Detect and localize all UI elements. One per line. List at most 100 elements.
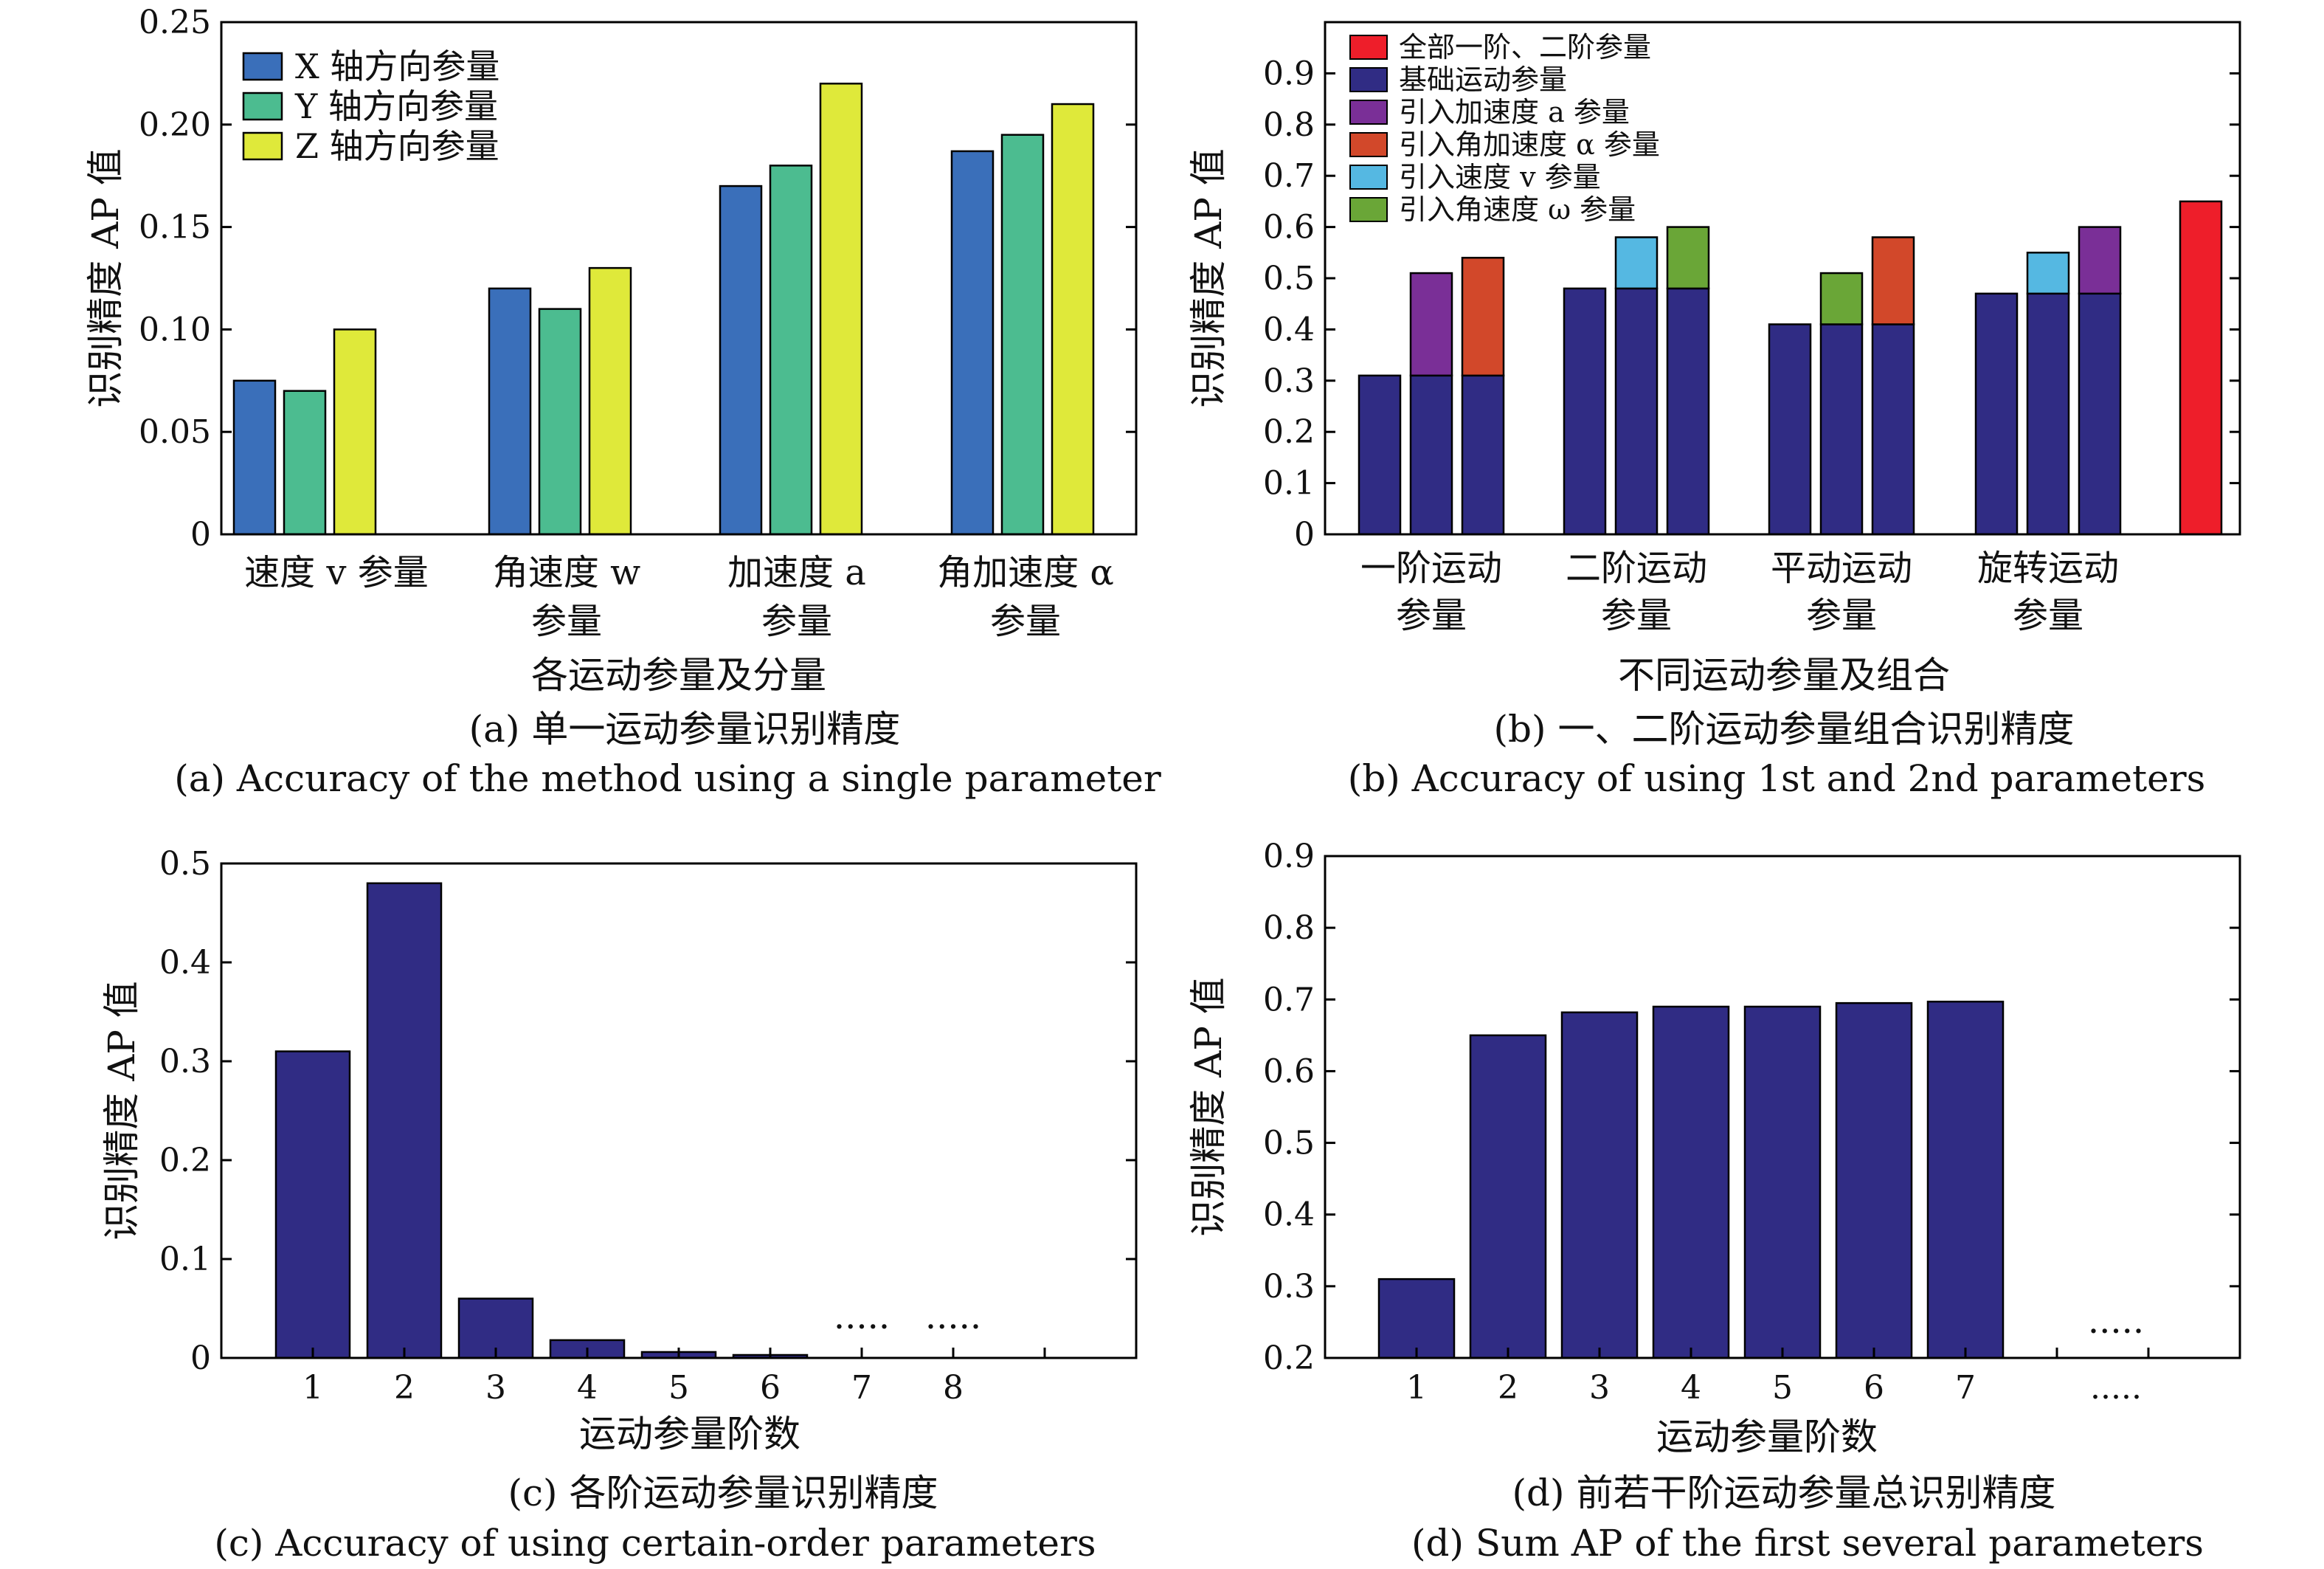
panel-c-chart: .......... 0 0.1 0.2 0.3 0.4 0.5 识别精度 AP 值 1 2… xyxy=(100,845,1138,1565)
panel-c-caption-en: (c) Accuracy of using certain-order para… xyxy=(214,1522,1096,1565)
panel-c-xtick-label: 6 xyxy=(760,1369,781,1407)
panel-c-y-ticks: 0 0.1 0.2 0.3 0.4 0.5 xyxy=(159,845,1136,1377)
panel-b-legend-label: 引入角加速度 α 参量 xyxy=(1399,128,1660,161)
panel-d-xtick-label: 7 xyxy=(1955,1369,1976,1407)
panel-b-bar-added xyxy=(1461,256,1505,377)
panel-c-x-ticks: 1 2 3 4 5 6 7 8 xyxy=(302,1348,1046,1407)
panel-d-bar xyxy=(1560,1011,1639,1359)
panel-a-category-label: 加速度 a xyxy=(727,552,866,593)
panel-b-ytick-label: 0.2 xyxy=(1263,413,1315,451)
panel-a-bar xyxy=(769,165,813,536)
panel-c-xtick-label: 7 xyxy=(851,1369,872,1407)
panel-b-caption-cn: (b) 一、二阶运动参量组合识别精度 xyxy=(1494,708,2075,751)
panel-a-category-label: 参量 xyxy=(531,601,602,642)
panel-a-ytick-label: 0.05 xyxy=(139,413,211,451)
panel-b-bar-base xyxy=(1409,374,1453,536)
panel-b-chart: 0 0.1 0.2 0.3 0.4 0.5 0.6 0.7 0.8 0.9 识别精度 AP 值 一… xyxy=(1187,21,2241,800)
panel-a-xlabel: 各运动参量及分量 xyxy=(531,654,826,697)
panel-b-bar-base xyxy=(1666,287,1710,536)
panel-c-ytick-label: 0.1 xyxy=(159,1241,211,1278)
panel-c-ytick-label: 0.2 xyxy=(159,1142,211,1179)
panel-a-bar xyxy=(333,328,377,536)
panel-a-ytick-label: 0.15 xyxy=(139,209,211,246)
panel-b-bar-base xyxy=(1819,323,1864,536)
panel-a-chart: 0 0.05 0.10 0.15 0.20 0.25 识别精度 AP 值 速度 v 参量 角… xyxy=(84,4,1161,800)
panel-c-bars: .......... xyxy=(274,882,981,1359)
panel-b-bar-base xyxy=(1461,374,1505,536)
panel-a-bar xyxy=(488,287,532,536)
panel-b-bar-added xyxy=(1819,272,1864,325)
panel-b-legend-label: 引入角速度 ω 参量 xyxy=(1399,193,1636,226)
panel-d-caption-cn: (d) 前若干阶运动参量总识别精度 xyxy=(1512,1472,2056,1514)
panel-a-category-label: 角加速度 α xyxy=(937,552,1114,593)
panel-c-xtick-label: 4 xyxy=(577,1369,598,1407)
panel-b-legend-swatch xyxy=(1349,165,1388,190)
panel-d-caption-en: (d) Sum AP of the first several paramete… xyxy=(1411,1522,2204,1565)
panel-b-bar-base xyxy=(1358,374,1402,536)
panel-b-bar-base xyxy=(1614,287,1659,536)
panel-b-bar-base xyxy=(1871,323,1915,536)
panel-c-ytick-label: 0.4 xyxy=(159,944,211,982)
panel-a-caption-en: (a) Accuracy of the method using a singl… xyxy=(174,757,1161,800)
panel-d-bar xyxy=(1652,1005,1730,1359)
panel-d-xlabel: 运动参量阶数 xyxy=(1656,1415,1878,1458)
panel-d-ytick-label: 0.3 xyxy=(1263,1268,1315,1306)
panel-a-ylabel: 识别精度 AP 值 xyxy=(84,148,127,408)
panel-c-xtick-label: 1 xyxy=(302,1369,323,1407)
panel-d-bar xyxy=(1743,1005,1822,1359)
panel-d-bar xyxy=(1469,1034,1547,1359)
panel-b-bar-added xyxy=(1409,272,1453,377)
panel-b-legend-swatch xyxy=(1349,132,1388,157)
panel-c-ytick-label: 0 xyxy=(190,1339,211,1377)
panel-a-ytick-label: 0.20 xyxy=(139,106,211,144)
panel-d-ytick-label: 0.6 xyxy=(1263,1052,1315,1090)
panel-a-category-label: 参量 xyxy=(990,601,1061,642)
panel-b-legend-swatch xyxy=(1349,67,1388,92)
panel-a-axes-frame xyxy=(220,21,1138,536)
panel-b-category-label: 参量 xyxy=(1601,595,1672,636)
panel-a-legend-label: X 轴方向参量 xyxy=(295,46,499,86)
panel-d-xtick-label: ..... xyxy=(2090,1369,2142,1407)
panel-c-ytick-label: 0.5 xyxy=(159,845,211,883)
panel-a-ytick-label: 0 xyxy=(190,516,211,554)
panel-d-x-ticks: 1 2 3 4 5 6 7..... xyxy=(1406,1348,2150,1407)
panel-b-bar-base xyxy=(1563,287,1607,536)
panel-c-xtick-label: 5 xyxy=(668,1369,689,1407)
panel-c-xlabel: 运动参量阶数 xyxy=(579,1413,800,1455)
panel-b-ytick-label: 0.6 xyxy=(1263,209,1315,246)
panel-a-bar xyxy=(588,266,632,536)
panel-d-xtick-label: 1 xyxy=(1406,1369,1427,1407)
panel-d-xtick-label: 3 xyxy=(1589,1369,1610,1407)
panel-b-ytick-label: 0.5 xyxy=(1263,260,1315,297)
panel-d-y-ticks: 0.2 0.3 0.4 0.5 0.6 0.7 0.8 0.9 xyxy=(1263,838,2240,1377)
panel-a-bars xyxy=(232,83,1095,536)
panel-a-ytick-label: 0.25 xyxy=(139,4,211,41)
panel-d-ytick-label: 0.9 xyxy=(1263,838,1315,875)
panel-b-category-label: 平动运动 xyxy=(1771,548,1912,589)
panel-b-bar-base xyxy=(1974,292,2019,536)
panel-a-bar xyxy=(232,379,277,536)
panel-d-ylabel: 识别精度 AP 值 xyxy=(1187,977,1230,1237)
panel-a-category-label: 参量 xyxy=(761,601,832,642)
panel-d-chart: ..... 0.2 0.3 0.4 0.5 0.6 0.7 0.8 0.9 识别精度 AP 值… xyxy=(1187,838,2241,1565)
panel-c-ylabel: 识别精度 AP 值 xyxy=(100,981,143,1241)
panel-b-legend-swatch xyxy=(1349,35,1388,60)
panel-d-bar xyxy=(1377,1277,1456,1359)
panel-b-legend-swatch xyxy=(1349,197,1388,222)
panel-c-bar xyxy=(274,1050,351,1359)
panel-a-category-label: 速度 v 参量 xyxy=(244,552,429,593)
panel-d-bar xyxy=(1835,1001,1913,1359)
panel-b-ytick-label: 0.7 xyxy=(1263,157,1315,195)
panel-a-caption-cn: (a) 单一运动参量识别精度 xyxy=(469,708,901,751)
panel-b-category-label: 一阶运动 xyxy=(1360,548,1502,589)
panel-b-bar-added xyxy=(2026,252,2070,295)
panel-b-caption-en: (b) Accuracy of using 1st and 2nd parame… xyxy=(1348,757,2206,800)
panel-c-ellipsis: ..... xyxy=(834,1296,890,1337)
panel-d-xtick-label: 2 xyxy=(1498,1369,1518,1407)
panel-b-bar-all xyxy=(2179,200,2223,536)
panel-a-legend-swatch xyxy=(242,131,283,161)
panel-a-bar xyxy=(719,185,763,536)
panel-b-category-label: 参量 xyxy=(1396,595,1467,636)
panel-a-bar xyxy=(1051,103,1095,536)
panel-a-bar xyxy=(283,390,327,536)
